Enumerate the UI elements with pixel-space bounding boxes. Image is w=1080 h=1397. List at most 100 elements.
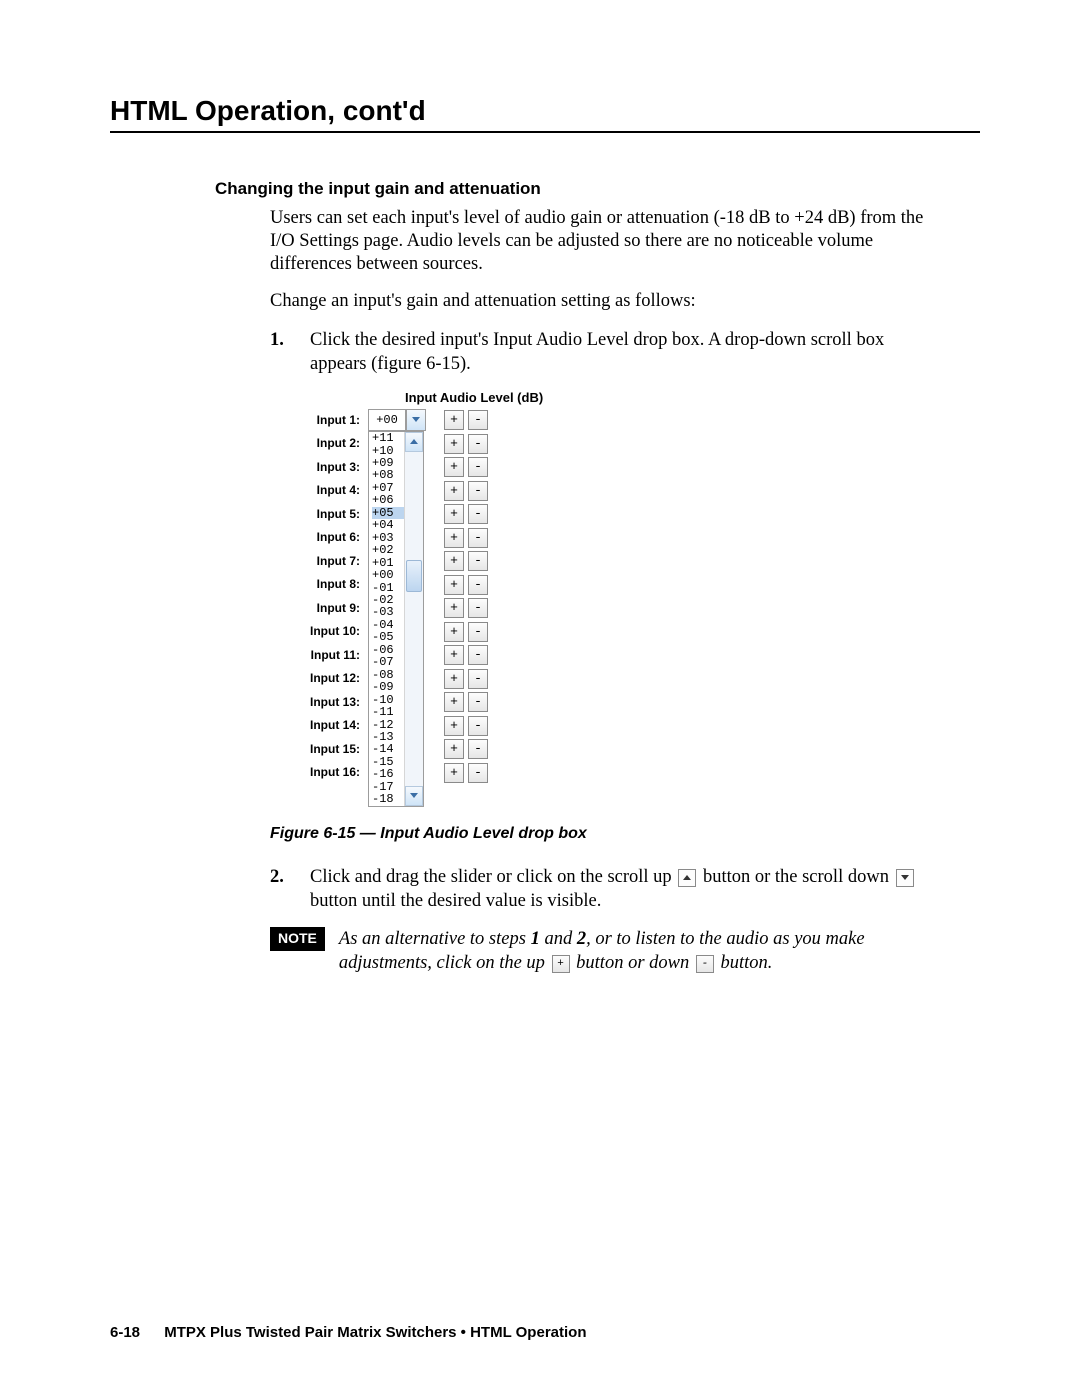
- step-2: 2. Click and drag the slider or click on…: [270, 865, 940, 913]
- increment-button[interactable]: +: [444, 739, 464, 759]
- note-text: As an alternative to steps 1 and 2, or t…: [339, 927, 940, 975]
- plus-minus-column: +-+-+-+-+-+-+-+-+-+-+-+-+-+-+-+-: [444, 409, 488, 785]
- decrement-button[interactable]: -: [468, 504, 488, 524]
- listbox-option[interactable]: -05: [372, 631, 404, 643]
- page-number: 6-18: [110, 1324, 140, 1341]
- listbox-option[interactable]: +06: [372, 494, 404, 506]
- increment-button[interactable]: +: [444, 504, 464, 524]
- decrement-button[interactable]: -: [468, 457, 488, 477]
- listbox-option[interactable]: -14: [372, 743, 404, 755]
- input-label: Input 10:: [310, 620, 360, 644]
- decrement-button[interactable]: -: [468, 598, 488, 618]
- decrement-button[interactable]: -: [468, 551, 488, 571]
- decrement-button[interactable]: -: [468, 434, 488, 454]
- increment-button[interactable]: +: [444, 669, 464, 689]
- text-run: Click and drag the slider or click on th…: [310, 867, 676, 887]
- plus-minus-row: +-: [444, 644, 488, 668]
- increment-button[interactable]: +: [444, 457, 464, 477]
- input-label: Input 4:: [310, 479, 360, 503]
- audio-level-select[interactable]: +00: [368, 409, 406, 431]
- increment-button[interactable]: +: [444, 481, 464, 501]
- step-number: 2.: [270, 865, 310, 913]
- listbox-option[interactable]: -11: [372, 706, 404, 718]
- listbox-scrollbar[interactable]: [404, 432, 423, 806]
- step-1: 1. Click the desired input's Input Audio…: [270, 328, 940, 376]
- increment-button[interactable]: +: [444, 645, 464, 665]
- plus-minus-row: +-: [444, 432, 488, 456]
- increment-button[interactable]: +: [444, 692, 464, 712]
- decrement-button[interactable]: -: [468, 481, 488, 501]
- section-title: Changing the input gain and attenuation: [215, 179, 980, 199]
- decrement-button[interactable]: -: [468, 739, 488, 759]
- listbox-values[interactable]: +11+10+09+08+07+06+05+04+03+02+01+00-01-…: [369, 432, 404, 806]
- plus-minus-row: +-: [444, 620, 488, 644]
- increment-button[interactable]: +: [444, 434, 464, 454]
- input-label: Input 12:: [310, 667, 360, 691]
- figure-caption: Figure 6-15 — Input Audio Level drop box: [270, 825, 980, 843]
- step-text: Click the desired input's Input Audio Le…: [310, 328, 940, 376]
- plus-minus-row: +-: [444, 597, 488, 621]
- input-label: Input 16:: [310, 761, 360, 785]
- scroll-down-icon-inline: [896, 869, 914, 887]
- input-label: Input 2:: [310, 432, 360, 456]
- input-labels-column: Input 1:Input 2:Input 3:Input 4:Input 5:…: [310, 409, 368, 785]
- increment-button[interactable]: +: [444, 410, 464, 430]
- text-run: button.: [721, 953, 773, 973]
- increment-button[interactable]: +: [444, 716, 464, 736]
- decrement-button[interactable]: -: [468, 622, 488, 642]
- plus-minus-row: +-: [444, 526, 488, 550]
- note: NOTE As an alternative to steps 1 and 2,…: [270, 927, 940, 975]
- listbox-option[interactable]: +02: [372, 544, 404, 556]
- dropdown-column: +00 +11+10+09+08+07+06+05+04+03+02+01+00…: [368, 409, 426, 808]
- page-footer: 6-18 MTPX Plus Twisted Pair Matrix Switc…: [110, 1324, 586, 1341]
- plus-minus-row: +-: [444, 409, 488, 433]
- scroll-up-icon-inline: [678, 869, 696, 887]
- input-label: Input 14:: [310, 714, 360, 738]
- listbox-option[interactable]: -07: [372, 656, 404, 668]
- plus-minus-row: +-: [444, 550, 488, 574]
- arrow-down-icon: [901, 875, 909, 881]
- text-run: button or the scroll down: [703, 867, 894, 887]
- increment-button[interactable]: +: [444, 551, 464, 571]
- increment-button[interactable]: +: [444, 528, 464, 548]
- scroll-thumb[interactable]: [406, 560, 422, 592]
- chevron-down-icon: [412, 417, 420, 423]
- decrement-button[interactable]: -: [468, 528, 488, 548]
- note-badge: NOTE: [270, 927, 325, 951]
- listbox-option[interactable]: -18: [372, 793, 404, 805]
- audio-level-listbox[interactable]: +11+10+09+08+07+06+05+04+03+02+01+00-01-…: [368, 431, 424, 807]
- input-label: Input 6:: [310, 526, 360, 550]
- text-run: and: [540, 929, 577, 949]
- increment-button[interactable]: +: [444, 763, 464, 783]
- listbox-option[interactable]: +11: [372, 432, 404, 444]
- step-text: Click and drag the slider or click on th…: [310, 865, 940, 913]
- decrement-button[interactable]: -: [468, 575, 488, 595]
- text-run: As an alternative to steps: [339, 929, 531, 949]
- decrement-button[interactable]: -: [468, 645, 488, 665]
- scroll-up-button[interactable]: [405, 432, 423, 452]
- title-rule: [110, 131, 980, 133]
- listbox-option[interactable]: +04: [372, 519, 404, 531]
- footer-title: MTPX Plus Twisted Pair Matrix Switchers …: [164, 1324, 586, 1341]
- plus-minus-row: +-: [444, 761, 488, 785]
- listbox-option[interactable]: -16: [372, 768, 404, 780]
- arrow-down-icon: [410, 793, 418, 799]
- paragraph: Change an input's gain and attenuation s…: [270, 290, 940, 313]
- figure-6-15: Input Audio Level (dB) Input 1:Input 2:I…: [310, 390, 980, 808]
- increment-button[interactable]: +: [444, 598, 464, 618]
- increment-button[interactable]: +: [444, 622, 464, 642]
- decrement-button[interactable]: -: [468, 692, 488, 712]
- scroll-down-button[interactable]: [405, 786, 423, 806]
- increment-button[interactable]: +: [444, 575, 464, 595]
- plus-minus-row: +-: [444, 738, 488, 762]
- scroll-track[interactable]: [405, 452, 423, 786]
- decrement-button[interactable]: -: [468, 410, 488, 430]
- decrement-button[interactable]: -: [468, 669, 488, 689]
- input-label: Input 1:: [310, 409, 360, 433]
- decrement-button[interactable]: -: [468, 763, 488, 783]
- decrement-button[interactable]: -: [468, 716, 488, 736]
- listbox-option[interactable]: -09: [372, 681, 404, 693]
- plus-minus-row: +-: [444, 573, 488, 597]
- dropdown-arrow-button[interactable]: [406, 409, 426, 431]
- listbox-option[interactable]: +00: [372, 569, 404, 581]
